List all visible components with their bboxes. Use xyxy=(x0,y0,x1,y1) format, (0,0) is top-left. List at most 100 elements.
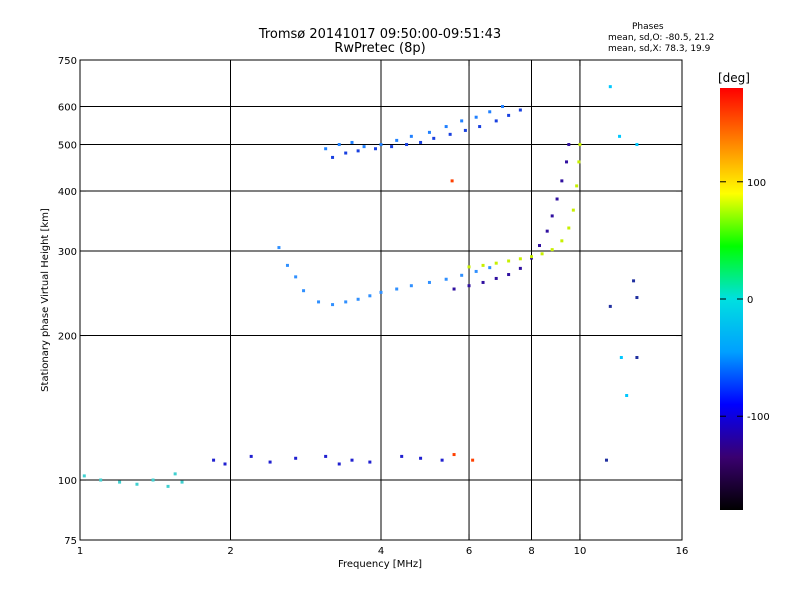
x-tick-label: 4 xyxy=(378,546,384,557)
data-point xyxy=(467,284,471,288)
axis-ticks: 1 2 4 6 8 10 16 75 100 200 300 400 500 600 750 xyxy=(58,56,688,557)
data-point xyxy=(99,478,103,482)
data-point xyxy=(635,296,639,300)
data-point xyxy=(249,454,253,458)
data-point xyxy=(481,263,485,267)
data-point xyxy=(409,284,413,288)
data-point xyxy=(518,257,522,261)
data-point xyxy=(395,138,399,142)
data-point xyxy=(324,147,328,151)
data-point xyxy=(379,143,383,147)
data-point xyxy=(555,197,559,201)
data-point xyxy=(481,280,485,284)
data-point xyxy=(494,261,498,265)
data-point xyxy=(344,300,348,304)
x-tick-label: 2 xyxy=(227,546,233,557)
data-point xyxy=(501,105,505,109)
data-point xyxy=(488,110,492,114)
data-point xyxy=(507,113,511,117)
data-point xyxy=(460,273,464,277)
data-point xyxy=(560,179,564,183)
colorbar-ticks: -100 0 100 xyxy=(720,178,770,423)
data-point xyxy=(268,460,272,464)
data-point xyxy=(619,355,623,359)
data-point xyxy=(550,214,554,218)
colorbar xyxy=(720,88,743,510)
data-point xyxy=(488,266,492,270)
phase-stats-x: mean, sd,X: 78.3, 19.9 xyxy=(608,44,711,54)
data-point xyxy=(494,276,498,280)
y-tick-label: 750 xyxy=(58,56,77,67)
y-axis-label: Stationary phase Virtual Height [km] xyxy=(40,208,51,392)
data-point xyxy=(460,119,464,123)
data-point xyxy=(324,454,328,458)
data-point xyxy=(507,273,511,277)
data-point xyxy=(166,484,170,488)
data-point xyxy=(151,478,155,482)
data-point xyxy=(474,269,478,273)
data-point xyxy=(427,280,431,284)
data-point xyxy=(337,143,341,147)
data-point xyxy=(604,458,608,462)
data-point xyxy=(331,155,335,159)
data-point xyxy=(419,456,423,460)
data-point xyxy=(173,472,177,476)
y-tick-label: 300 xyxy=(58,247,77,258)
data-point xyxy=(452,453,456,457)
data-point xyxy=(395,287,399,291)
data-point xyxy=(567,143,571,147)
data-point xyxy=(379,290,383,294)
data-point xyxy=(212,458,216,462)
data-point xyxy=(374,147,378,151)
data-point xyxy=(368,294,372,298)
data-point xyxy=(608,85,612,89)
y-tick-label: 75 xyxy=(64,536,77,547)
x-tick-label: 10 xyxy=(574,546,587,557)
data-point xyxy=(180,480,184,484)
data-point xyxy=(350,458,354,462)
x-tick-label: 1 xyxy=(77,546,83,557)
y-tick-label: 400 xyxy=(58,187,77,198)
grid-lines xyxy=(80,60,682,540)
data-point xyxy=(478,125,482,129)
data-point xyxy=(294,456,298,460)
x-tick-label: 6 xyxy=(466,546,472,557)
data-point xyxy=(537,244,541,248)
colorbar-tick-label: -100 xyxy=(747,412,770,423)
data-point xyxy=(507,259,511,263)
x-tick-label: 8 xyxy=(528,546,534,557)
data-point xyxy=(440,458,444,462)
data-point xyxy=(344,151,348,155)
data-point xyxy=(390,145,394,149)
data-point xyxy=(474,115,478,119)
data-point xyxy=(571,208,575,212)
colorbar-label: [deg] xyxy=(718,71,750,85)
data-point xyxy=(409,134,413,138)
colorbar-tick-label: 100 xyxy=(747,178,766,189)
data-point xyxy=(452,287,456,291)
data-point xyxy=(427,130,431,134)
data-point xyxy=(223,462,227,466)
data-point xyxy=(277,246,281,250)
data-point xyxy=(356,149,360,153)
data-point xyxy=(450,179,454,183)
y-tick-label: 200 xyxy=(58,332,77,343)
data-point xyxy=(350,140,354,144)
y-tick-label: 500 xyxy=(58,141,77,152)
data-point xyxy=(608,304,612,308)
data-point xyxy=(400,454,404,458)
chart-title: Tromsø 20141017 09:50:00-09:51:43 xyxy=(258,27,502,42)
data-point xyxy=(448,132,452,136)
data-point xyxy=(302,289,306,293)
data-point xyxy=(82,474,86,478)
data-point xyxy=(560,239,564,243)
data-point xyxy=(578,143,582,147)
phase-stats-o: mean, sd,O: -80.5, 21.2 xyxy=(608,33,715,43)
colorbar-tick-label: 0 xyxy=(747,295,753,306)
data-point xyxy=(565,160,569,164)
data-point xyxy=(362,145,366,149)
data-point xyxy=(419,140,423,144)
data-point xyxy=(118,480,122,484)
data-point xyxy=(635,355,639,359)
